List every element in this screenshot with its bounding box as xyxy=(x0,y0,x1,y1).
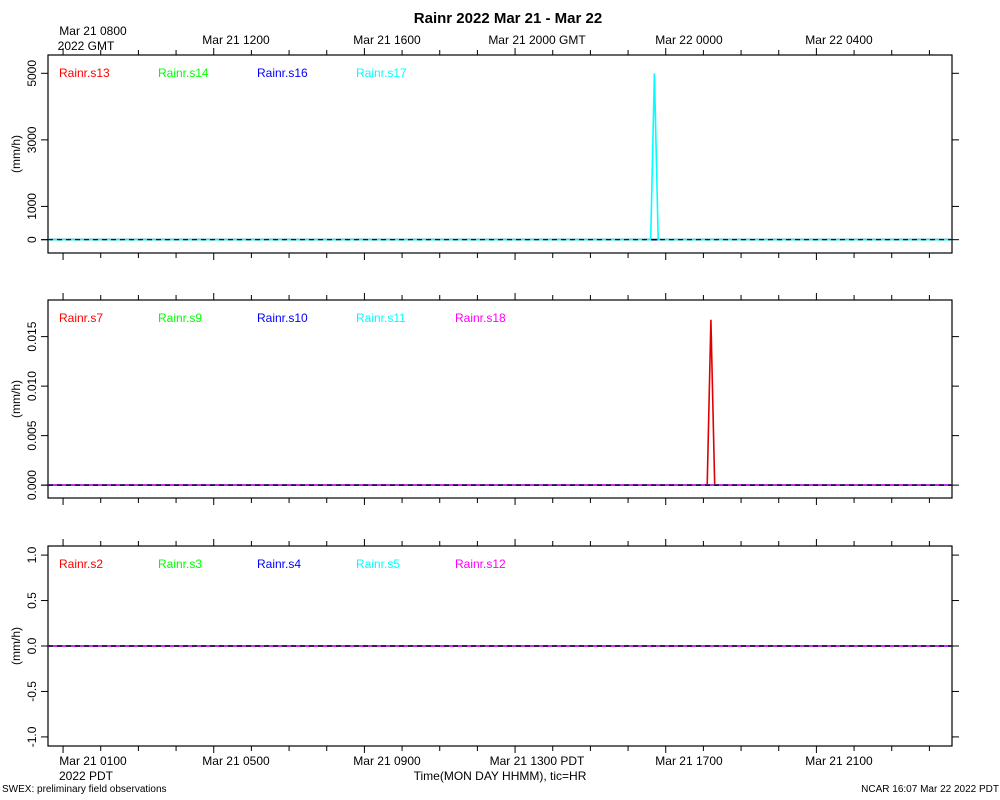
panels-group: 0 1000 3000 5000 (mm/h) Rainr.s13 Rainr.s14 Rai… xyxy=(9,48,959,753)
y-tick-label: 0.000 xyxy=(25,470,39,500)
bottom-axis-label-1: Mar 21 0500 xyxy=(202,754,270,768)
legend-entry-Rainr-s5: Rainr.s5 xyxy=(356,557,400,571)
top-axis-label-1: Mar 21 1200 xyxy=(202,33,270,47)
footer-left: SWEX: preliminary field observations xyxy=(2,784,167,795)
y-tick-label: -0.5 xyxy=(25,681,39,702)
top-axis-label-4: Mar 22 0000 xyxy=(655,33,723,47)
y-tick-label: 5000 xyxy=(25,60,39,87)
legend-entry-Rainr-s13: Rainr.s13 xyxy=(59,66,110,80)
y-tick-label: 0.5 xyxy=(25,592,39,609)
legend-entry-Rainr-s18: Rainr.s18 xyxy=(455,311,506,325)
y-axis-title: (mm/h) xyxy=(9,627,23,665)
bottom-axis-label-2: Mar 21 0900 xyxy=(353,754,421,768)
panel-1: 0 1000 3000 5000 (mm/h) Rainr.s13 Rainr.s14 Rai… xyxy=(9,48,959,260)
y-tick-label: -1.0 xyxy=(25,726,39,747)
legend-entry-Rainr-s3: Rainr.s3 xyxy=(158,557,202,571)
top-axis-label-3: Mar 21 2000 GMT xyxy=(488,33,586,47)
y-tick-label: 3000 xyxy=(25,126,39,153)
panel-2: 0.000 0.005 0.010 0.015 (mm/h) Rainr.s7 Rainr.… xyxy=(9,293,959,505)
top-axis-first-label-line2: 2022 GMT xyxy=(58,39,115,53)
panel-1-frame xyxy=(47,54,953,254)
y-tick-label: 0.010 xyxy=(25,371,39,401)
legend-entry-Rainr-s11: Rainr.s11 xyxy=(356,311,406,325)
bottom-axis-label-4: Mar 21 1700 xyxy=(655,754,723,768)
legend-entry-Rainr-s2: Rainr.s2 xyxy=(59,557,103,571)
legend-entry-Rainr-s7: Rainr.s7 xyxy=(59,311,103,325)
bottom-axis-label-5: Mar 21 2100 xyxy=(805,754,873,768)
legend-entry-Rainr-s14: Rainr.s14 xyxy=(158,66,209,80)
bottom-axis-label-3: Mar 21 1300 PDT xyxy=(490,754,585,768)
bottom-axis-first-label-line2: 2022 PDT xyxy=(59,769,114,783)
y-tick-label: 0 xyxy=(25,236,39,243)
top-axis-first-label-line1: Mar 21 0800 xyxy=(59,24,127,38)
legend-entry-Rainr-s4: Rainr.s4 xyxy=(257,557,301,571)
x-axis-title: Time(MON DAY HHMM), tic=HR xyxy=(414,769,587,783)
series-line-Rainr-s17 xyxy=(48,73,952,241)
legend-entry-Rainr-s9: Rainr.s9 xyxy=(158,311,202,325)
top-axis-label-5: Mar 22 0400 xyxy=(805,33,873,47)
legend-entry-Rainr-s16: Rainr.s16 xyxy=(257,66,308,80)
panel-3: -1.0 -0.5 0.0 0.5 1.0 (mm/h) Rainr.s2 Rainr.s3 R… xyxy=(9,539,959,753)
legend-entry-Rainr-s10: Rainr.s10 xyxy=(257,311,308,325)
y-tick-label: 0.005 xyxy=(25,420,39,450)
top-axis-label-2: Mar 21 1600 xyxy=(353,33,421,47)
panel-2-frame xyxy=(47,299,953,499)
y-tick-label: 1000 xyxy=(25,193,39,220)
y-tick-label: 0.015 xyxy=(25,321,39,351)
footer-right: NCAR 16:07 Mar 22 2022 PDT xyxy=(861,784,999,795)
chart-title: Rainr 2022 Mar 21 - Mar 22 xyxy=(414,10,602,27)
bottom-axis-first-label-line1: Mar 21 0100 xyxy=(59,754,127,768)
y-axis-title: (mm/h) xyxy=(9,135,23,173)
y-tick-label: 0.0 xyxy=(25,637,39,654)
legend-entry-Rainr-s12: Rainr.s12 xyxy=(455,557,506,571)
legend-entry-Rainr-s17: Rainr.s17 xyxy=(356,66,407,80)
y-axis-title: (mm/h) xyxy=(9,380,23,418)
y-tick-label: 1.0 xyxy=(25,546,39,563)
